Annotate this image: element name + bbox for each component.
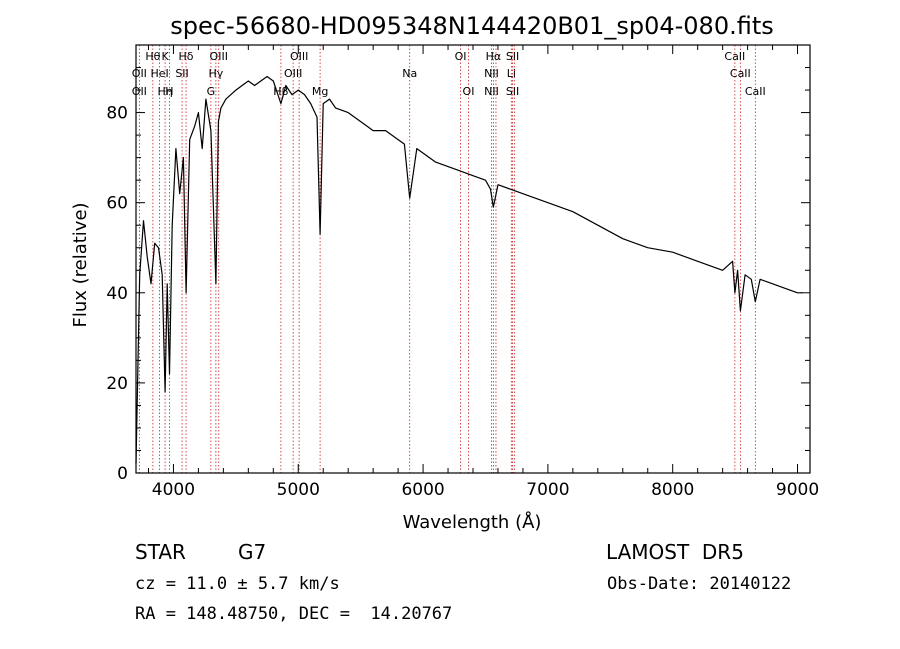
object-class: STAR [135,540,186,564]
line-label-9-top: OIII [210,50,228,63]
x-axis-ticks: 4000 5000 6000 7000 8000 9000 [147,45,819,500]
x-tick-label-8000: 8000 [651,480,694,500]
line-label-2-mid: HeI [150,67,168,80]
line-label-8-mid: Hγ [208,67,223,80]
line-label-18-top: Hα [486,50,502,63]
line-label-0-low: OII [132,85,147,98]
y-tick-label-20: 20 [106,374,128,394]
redshift-cz: cz = 11.0 ± 5.7 km/s [135,574,340,594]
line-label-16-low: OI [463,85,475,98]
x-tick-label-5000: 5000 [277,480,320,500]
x-tick-label-9000: 9000 [776,480,819,500]
survey-release: LAMOST DR5 [606,540,744,564]
y-axis-ticks: 0 20 40 60 80 [106,44,810,484]
line-label-17-low: NII [484,85,499,98]
line-label-24-mid: CaII [730,67,751,80]
x-tick-label-7000: 7000 [526,480,569,500]
line-label-17-mid: NII [484,67,499,80]
object-subclass: G7 [238,540,267,564]
line-label-11-mid: OIII [284,67,302,80]
line-label-21-top: SII [506,50,519,63]
line-label-25-low: CaII [745,85,766,98]
spectral-line-markers [138,45,756,473]
y-tick-label-40: 40 [106,284,128,304]
ra-dec-coordinates: RA = 148.48750, DEC = 14.20767 [135,604,453,624]
chart-title: spec-56680-HD095348N144420B01_sp04-080.f… [170,12,774,40]
line-label-7-low: G [207,85,216,98]
line-label-20-mid: Li [507,67,516,80]
line-label-5-mid: SII [175,67,188,80]
line-label-4-low: H [165,85,173,98]
spectral-line-labels: OIIOIIHθHeIKHηHSIIHδGHγOIIIHβOIIIOIIIMgN… [132,50,766,98]
spectrum-series-line [135,75,803,465]
x-tick-label-6000: 6000 [401,480,444,500]
line-label-21-low: SII [506,85,519,98]
line-label-13-low: Mg [312,85,328,98]
line-label-1-top: Hθ [145,50,160,63]
line-label-12-top: OIII [290,50,308,63]
observation-date: Obs-Date: 20140122 [607,574,792,594]
y-tick-label-0: 0 [117,464,128,484]
line-label-15-top: OI [455,50,467,63]
line-label-0-mid: OII [132,67,147,80]
x-axis-label: Wavelength (Å) [403,511,542,533]
y-tick-label-80: 80 [106,104,128,124]
plot-frame [135,44,811,474]
line-label-3-low: Hη [157,85,172,98]
line-label-14-mid: Na [402,67,417,80]
y-axis-label: Flux (relative) [70,202,91,327]
line-label-6-top: Hδ [179,50,194,63]
y-tick-label-60: 60 [106,194,128,214]
line-label-23-top: CaII [724,50,745,63]
line-label-3-top: K [161,50,169,63]
x-tick-label-4000: 4000 [152,480,195,500]
